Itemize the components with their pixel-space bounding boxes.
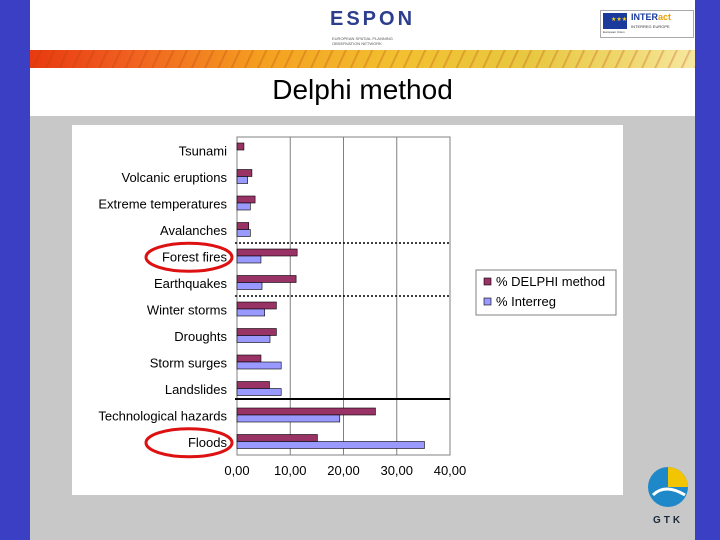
category-label: Winter storms: [147, 302, 228, 317]
x-tick-label: 40,00: [434, 463, 467, 478]
category-label: Droughts: [174, 329, 227, 344]
bar-delphi: [236, 407, 376, 416]
left-frame-bar: [0, 0, 30, 540]
category-label: Extreme temperatures: [98, 196, 227, 211]
slide-title: Delphi method: [272, 74, 453, 105]
legend-swatch: [483, 297, 492, 306]
bar-delphi: [236, 248, 298, 257]
right-frame-bar: [695, 0, 720, 540]
category-label: Volcanic eruptions: [121, 170, 227, 185]
bar-interreg: [236, 361, 282, 370]
highlight-circle: [144, 427, 234, 459]
bar-delphi: [236, 195, 256, 204]
espon-logo-subtitle: EUROPEAN SPATIAL PLANNING OBSERVATION NE…: [332, 36, 393, 46]
bar-interreg: [236, 255, 262, 264]
interact-logo-subtitle: INTERREG EUROPE: [631, 24, 670, 29]
bar-interreg: [236, 229, 251, 237]
gtk-globe-icon: [648, 467, 688, 507]
bar-delphi: [236, 434, 318, 442]
interact-logo: ★★★ INTERact INTERREG EUROPE European Un…: [600, 10, 694, 38]
category-label: Technological hazards: [98, 408, 227, 423]
bar-delphi: [236, 142, 245, 151]
x-tick-label: 30,00: [380, 463, 413, 478]
legend-box: [475, 269, 617, 316]
category-label: Landslides: [165, 382, 228, 397]
category-label: Floods: [188, 435, 228, 450]
bar-chart: 0,00 10,00 20,00 30,00 40,00 Tsunami Volcanic …: [98, 136, 617, 478]
interact-logo-caption: European Union: [603, 30, 625, 34]
bar-delphi: [236, 381, 270, 389]
gtk-logo: GTK: [645, 465, 691, 535]
category-label: Storm surges: [150, 355, 228, 370]
category-label: Earthquakes: [154, 276, 227, 291]
eu-flag-icon: ★★★: [603, 13, 627, 29]
category-label: Avalanches: [160, 223, 227, 238]
map-banner-strip: [30, 50, 695, 68]
bar-delphi: [236, 301, 277, 310]
bar-delphi: [236, 354, 262, 363]
title-area: Delphi method: [30, 68, 695, 116]
bar-delphi: [236, 275, 297, 283]
bar-interreg: [236, 176, 248, 184]
bar-delphi: [236, 222, 250, 230]
legend-label: % Interreg: [496, 294, 556, 309]
chart-container: 0,00 10,00 20,00 30,00 40,00 Tsunami Volcanic …: [72, 125, 623, 495]
header: ESPON EUROPEAN SPATIAL PLANNING OBSERVAT…: [30, 0, 695, 50]
bar-interreg: [236, 282, 263, 290]
category-label: Tsunami: [179, 143, 228, 158]
bar-interreg: [236, 202, 251, 211]
x-tick-label: 20,00: [327, 463, 360, 478]
bar-interreg: [236, 308, 265, 317]
x-tick-label: 10,00: [274, 463, 307, 478]
bar-interreg: [236, 441, 425, 449]
bar-delphi: [236, 169, 253, 177]
legend-swatch: [483, 277, 492, 286]
interact-logo-text: INTERact: [631, 12, 672, 22]
x-tick-label: 0,00: [224, 463, 249, 478]
espon-logo-text: ESPON: [330, 8, 416, 30]
legend-label: % DELPHI method: [496, 274, 605, 289]
bar-interreg: [236, 388, 282, 396]
bar-interreg: [236, 414, 341, 423]
espon-logo: ESPON EUROPEAN SPATIAL PLANNING OBSERVAT…: [330, 8, 420, 48]
category-label: Forest fires: [162, 249, 228, 264]
highlight-circle: [144, 241, 234, 273]
bar-delphi: [236, 328, 277, 336]
gtk-logo-text: GTK: [652, 515, 684, 526]
bar-interreg: [236, 335, 271, 343]
